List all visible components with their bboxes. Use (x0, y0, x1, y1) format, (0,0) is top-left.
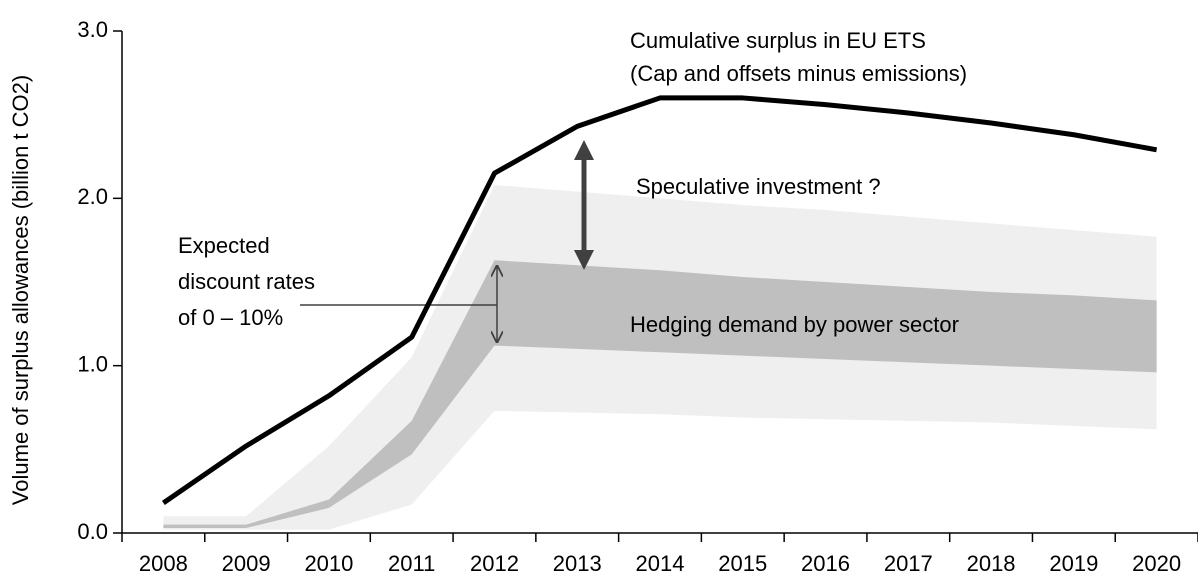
x-tick-label: 2020 (1132, 551, 1181, 576)
x-tick-label: 2013 (553, 551, 602, 576)
range-band (163, 260, 1157, 528)
x-tick-label: 2017 (884, 551, 933, 576)
x-tick-label: 2019 (1049, 551, 1098, 576)
y-tick-label: 0.0 (77, 519, 108, 544)
x-tick-label: 2015 (718, 551, 767, 576)
annotation: Cumulative surplus in EU ETS (630, 28, 926, 53)
series-line (161, 95, 1158, 505)
plot (113, 30, 1198, 542)
y-tick-label: 1.0 (77, 351, 108, 376)
annotation: discount rates (178, 269, 315, 294)
annotation: (Cap and offsets minus emissions) (630, 61, 967, 86)
x-tick-label: 2008 (139, 551, 188, 576)
annotation: Expected (178, 233, 270, 258)
x-tick-label: 2016 (801, 551, 850, 576)
x-tick-label: 2018 (967, 551, 1016, 576)
annotation: Hedging demand by power sector (630, 312, 959, 337)
y-tick-label: 2.0 (77, 184, 108, 209)
x-tick-label: 2011 (388, 551, 435, 576)
x-tick-label: 2014 (636, 551, 685, 576)
x-tick-label: 2009 (222, 551, 271, 576)
x-tick-label: 2012 (470, 551, 519, 576)
y-tick-label: 3.0 (77, 17, 108, 42)
y-axis-label: Volume of surplus allowances (billion t … (8, 75, 33, 505)
annotation: Speculative investment ? (636, 174, 881, 199)
x-tick-label: 2010 (304, 551, 353, 576)
annotation: of 0 – 10% (178, 305, 283, 330)
